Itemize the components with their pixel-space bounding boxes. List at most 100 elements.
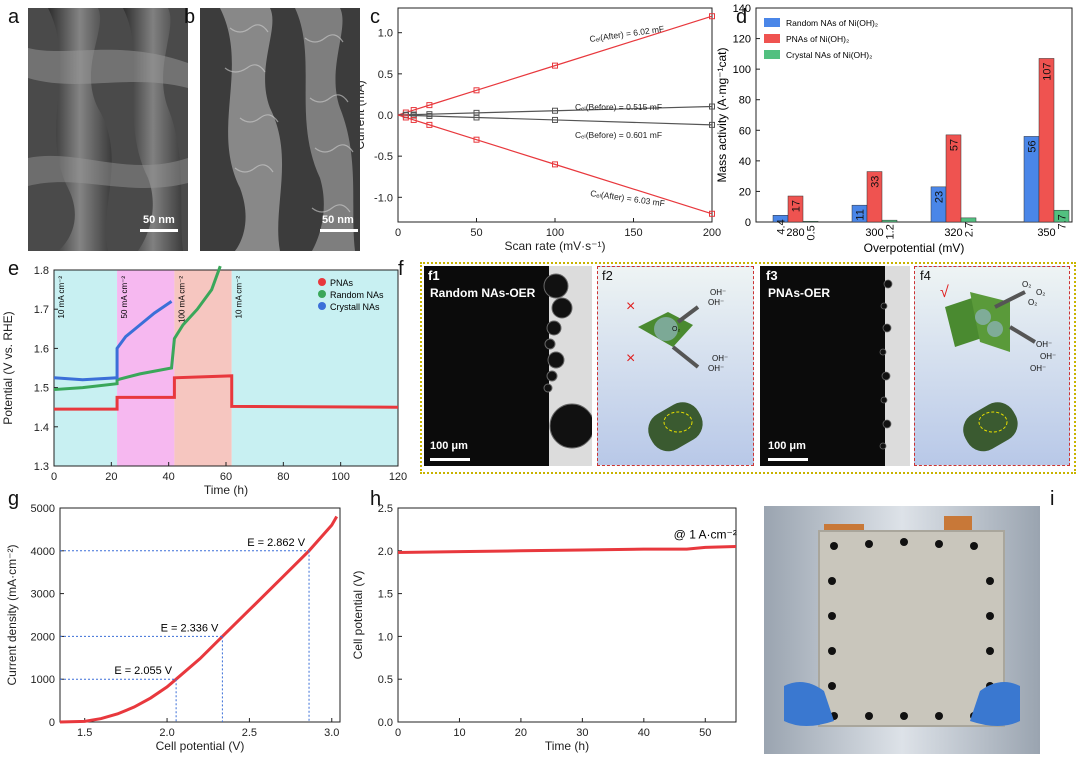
panel-f2-ion-4: OH⁻ — [708, 364, 725, 373]
panel-f1 — [424, 266, 595, 466]
panel-f4-ion-0: O₂ — [1022, 280, 1032, 289]
g-frame — [59, 507, 341, 723]
panel-f4-ion-3: OH⁻ — [1036, 340, 1053, 349]
h-frame — [397, 507, 737, 723]
chart-h: 0 10 20 30 40 50 0.0 0.5 1.0 1.5 2.0 2.5 Time (h) Cel… — [351, 503, 737, 753]
h-ytick-label-0: 0.0 — [378, 717, 393, 729]
scale-text-b: 50 nm — [322, 214, 354, 226]
sem-image-a — [28, 8, 188, 251]
d-bar-label-1-0: 17 — [791, 200, 803, 212]
e-xtick-label-3: 60 — [220, 471, 232, 483]
panel-label-a: a — [8, 6, 20, 28]
h-ytick-label-4: 2.0 — [378, 546, 393, 558]
e-legend-label-0: PNAs — [330, 278, 354, 288]
panel-f1-label: f1 — [428, 268, 440, 283]
panel-f4-ion-5: OH⁻ — [1030, 364, 1047, 373]
d-bar-label-0-3: 56 — [1027, 140, 1039, 152]
c-xtick-label-3: 150 — [624, 227, 642, 239]
g-xtick-label-0: 1.5 — [77, 727, 92, 739]
c-xtick-label-2: 100 — [546, 227, 564, 239]
e-ytick-label-5: 1.8 — [34, 265, 49, 277]
d-legend-label-0: Random NAs of Ni(OH)₂ — [786, 18, 878, 28]
panel-label-b: b — [184, 6, 196, 28]
panel-f3-label: f3 — [766, 268, 778, 283]
sem-image-b-texture — [200, 8, 360, 251]
d-xtick-label-3: 350 — [1037, 227, 1055, 239]
c-series-0-point-5 — [709, 13, 715, 20]
panel-f2-ion-3: OH⁻ — [712, 354, 729, 363]
g-ytick-label-4: 4000 — [31, 546, 55, 558]
bubbles-f3 — [879, 266, 910, 466]
panel-f2-ion-0: O₂ — [672, 326, 681, 333]
e-series-1-line — [53, 265, 222, 392]
panel-f1-title: Random NAs-OER — [430, 286, 536, 300]
panel-label-c: c — [370, 6, 380, 28]
scale-bar-f1 — [430, 458, 470, 461]
e-ytick-label-2: 1.5 — [34, 383, 49, 395]
d-xtick-label-0: 280 — [786, 227, 804, 239]
e-series-0-line — [54, 374, 399, 411]
e-legend-label-1: Random NAs — [330, 290, 384, 300]
h-ylabel: Cell potential (V) — [351, 571, 365, 660]
panel-f4-ion-2: O₂ — [1028, 298, 1038, 307]
panel-f4-label: f4 — [920, 268, 931, 283]
panel-f2-ion-2: OH⁻ — [708, 298, 725, 307]
d-xtick-label-2: 320 — [944, 227, 962, 239]
e-region-label-0: 10 mA cm⁻² — [57, 276, 66, 319]
g-marker-label-2: E = 2.862 V — [247, 537, 305, 549]
g-xtick-label-2: 2.5 — [242, 727, 257, 739]
d-bar-label-2-1: 1.2 — [885, 224, 897, 239]
check-mark: √ — [940, 284, 949, 301]
c-series-2-point-1 — [410, 112, 417, 119]
d-bar-2-2 — [960, 217, 977, 223]
c-series-3-line — [397, 114, 713, 215]
d-legend-label-2: Crystal NAs of Ni(OH)₂ — [786, 50, 872, 60]
scale-bar-b — [320, 229, 358, 232]
scale-text-f1: 100 μm — [430, 440, 468, 452]
h-xtick-label-2: 20 — [515, 727, 527, 739]
d-ytick-label-2: 40 — [739, 156, 751, 168]
d-bar-1-2 — [945, 134, 962, 223]
panel-f2: × × — [597, 266, 754, 466]
d-bar-2-1 — [881, 219, 898, 223]
h-xtick-label-4: 40 — [638, 727, 650, 739]
panel-f4: √ — [914, 266, 1070, 466]
c-series-3-point-3 — [473, 136, 480, 143]
d-bar-2-3 — [1053, 209, 1070, 223]
panel-label-e: e — [8, 258, 20, 280]
c-xtick-label-1: 50 — [470, 227, 482, 239]
c-ytick-label-3: 0.5 — [378, 69, 393, 81]
d-xtick-label-1: 300 — [865, 227, 883, 239]
c-series-2-line — [397, 114, 713, 126]
d-bar-label-2-2: 2.7 — [964, 222, 976, 237]
g-xtick-label-3: 3.0 — [324, 727, 339, 739]
c-series-0-line — [397, 15, 713, 116]
panel-label-i: i — [1050, 488, 1055, 510]
c-ytick-label-4: 1.0 — [378, 28, 393, 40]
g-ytick-label-2: 2000 — [31, 631, 55, 643]
c-series-0-point-4 — [552, 62, 558, 69]
h-ytick-label-2: 1.0 — [378, 631, 393, 643]
e-ytick-label-3: 1.6 — [34, 343, 49, 355]
e-region-label-2: 100 mA cm⁻² — [177, 276, 186, 323]
c-xtick-label-0: 0 — [395, 227, 401, 239]
d-ytick-label-5: 100 — [733, 64, 751, 76]
c-series-3-point-2 — [426, 121, 433, 128]
sem-image-b — [200, 8, 360, 251]
e-ytick-label-0: 1.3 — [34, 461, 49, 473]
scale-text-f3: 100 μm — [768, 440, 806, 452]
c-series-2-point-5 — [709, 121, 715, 128]
e-xlabel: Time (h) — [204, 483, 248, 497]
e-legend-label-2: Crystall NAs — [330, 302, 380, 312]
d-bar-label-0-1: 11 — [855, 209, 867, 220]
e-xtick-label-1: 20 — [105, 471, 117, 483]
e-xtick-label-6: 120 — [389, 471, 407, 483]
cross-mark-2: × — [626, 350, 635, 367]
g-marker-label-0: E = 2.055 V — [114, 665, 172, 677]
e-series-2-line — [53, 300, 173, 382]
h-xtick-label-3: 30 — [576, 727, 588, 739]
h-ytick-label-1: 0.5 — [378, 674, 393, 686]
panel-f2-label: f2 — [602, 268, 613, 283]
schematic-f2: × × — [626, 298, 703, 452]
